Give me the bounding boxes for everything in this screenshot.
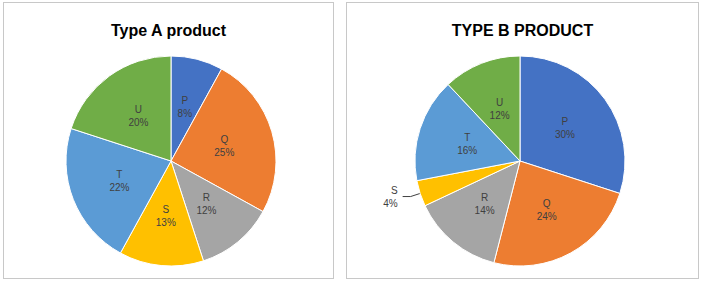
svg-text:Type A product: Type A product (111, 22, 227, 39)
svg-text:12%: 12% (196, 205, 216, 216)
svg-text:4%: 4% (383, 198, 398, 209)
svg-text:U: U (135, 104, 142, 115)
svg-text:R: R (203, 192, 210, 203)
svg-text:P: P (562, 116, 569, 127)
svg-text:22%: 22% (109, 182, 129, 193)
svg-text:R: R (481, 192, 488, 203)
svg-text:30%: 30% (555, 129, 575, 140)
svg-text:24%: 24% (537, 211, 557, 222)
svg-text:25%: 25% (214, 147, 234, 158)
svg-text:Q: Q (220, 134, 228, 145)
svg-text:U: U (496, 97, 503, 108)
svg-text:S: S (162, 204, 169, 215)
svg-text:14%: 14% (475, 205, 495, 216)
svg-text:13%: 13% (156, 217, 176, 228)
svg-text:TYPE B PRODUCT: TYPE B PRODUCT (452, 22, 594, 39)
svg-text:Q: Q (543, 198, 551, 209)
svg-text:16%: 16% (457, 145, 477, 156)
svg-text:S: S (391, 185, 398, 196)
svg-text:12%: 12% (490, 110, 510, 121)
svg-text:T: T (464, 132, 470, 143)
svg-text:P: P (181, 95, 188, 106)
svg-text:T: T (116, 169, 122, 180)
svg-text:20%: 20% (128, 117, 148, 128)
svg-text:8%: 8% (178, 108, 193, 119)
